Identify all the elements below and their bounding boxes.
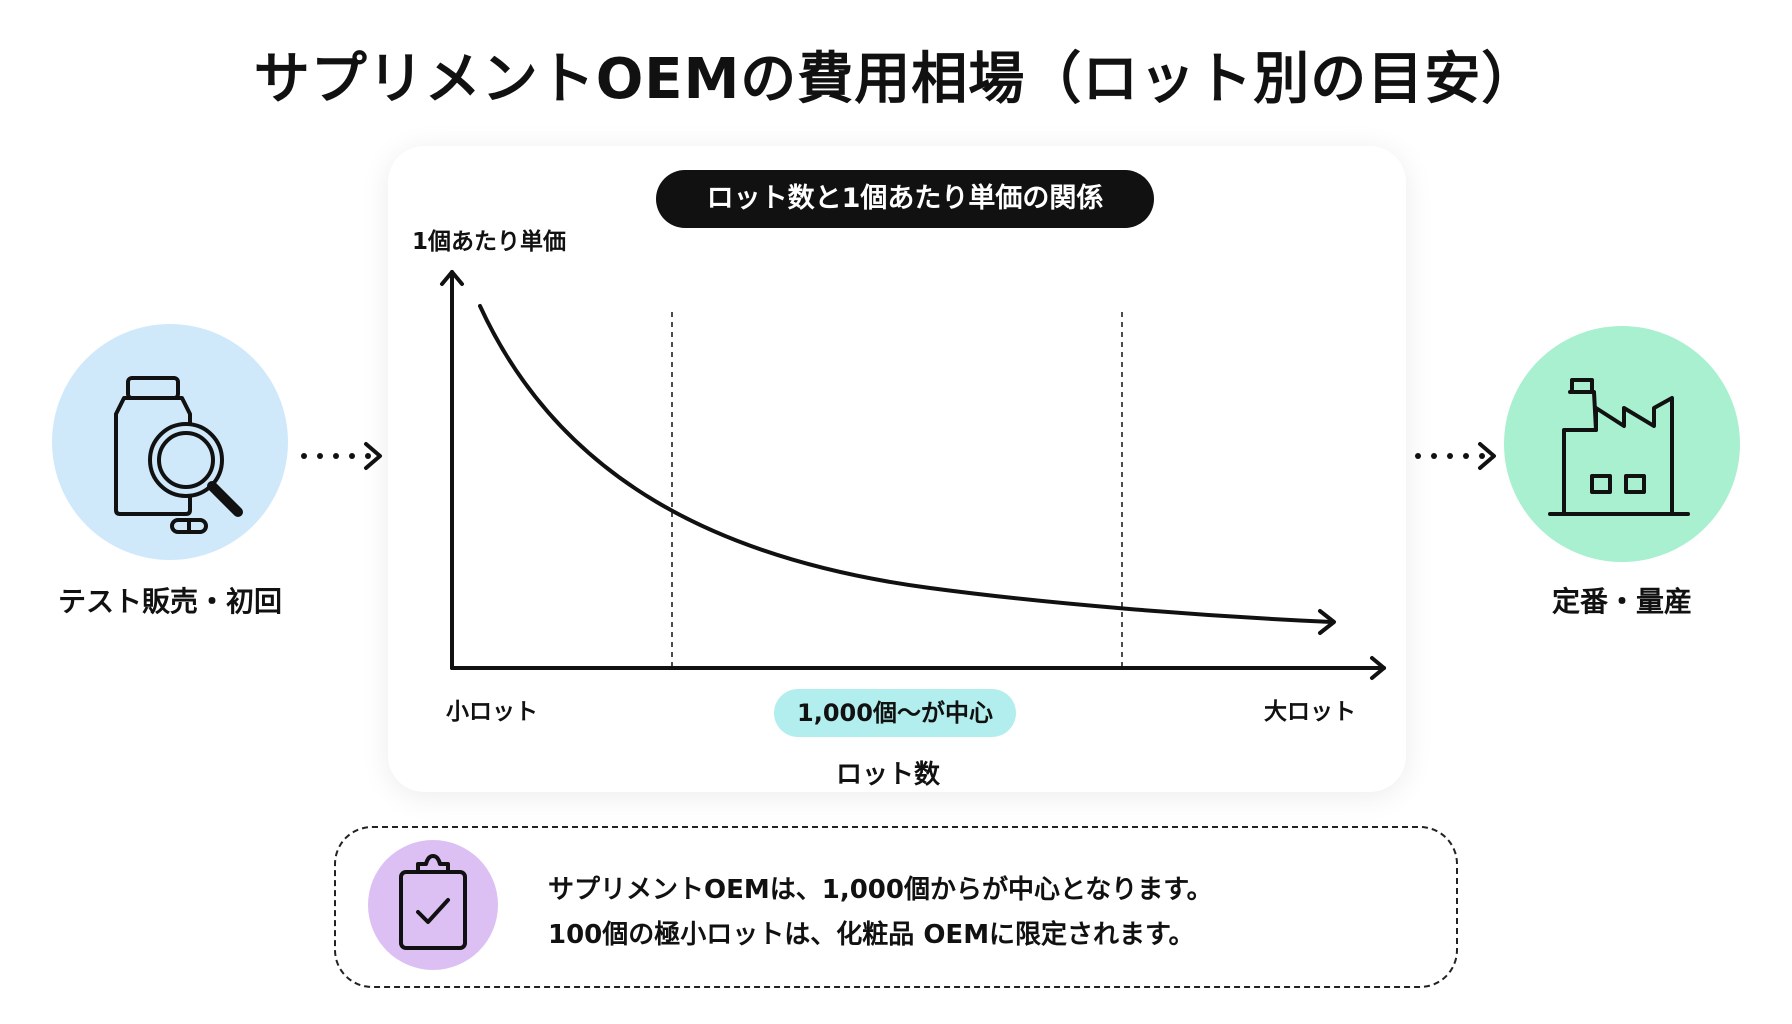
factory-icon <box>1548 378 1690 516</box>
y-axis-label: 1個あたり単価 <box>412 229 567 255</box>
x-tick-small-lot: 小ロット <box>446 699 538 725</box>
x-tick-large-lot: 大ロット <box>1264 699 1356 725</box>
mass-production-label: 定番・量産 <box>1551 585 1692 618</box>
chart-axes <box>440 270 1386 680</box>
note-text: サプリメントOEMは、1,000個からが中心となります。 100個の極小ロットは… <box>548 868 1213 958</box>
price-curve-arrowhead <box>1318 609 1336 635</box>
supplement-bottle-magnifier-icon <box>114 376 243 534</box>
note-line-2: 100個の極小ロットは、化粧品 OEMに限定されます。 <box>548 920 1195 950</box>
x-axis-label: ロット数 <box>835 760 940 790</box>
note-icon-circle <box>368 840 498 970</box>
clipboard-check-icon <box>399 854 467 950</box>
chart-title: ロット数と1個あたり単価の関係 <box>656 170 1154 228</box>
mass-production-circle <box>1504 326 1740 562</box>
chart-panel <box>388 146 1406 792</box>
y-axis-arrowhead <box>440 270 464 286</box>
highlight-pill: 1,000個～が中心 <box>774 689 1016 737</box>
test-sale-label: テスト販売・初回 <box>57 585 282 618</box>
note-line-1: サプリメントOEMは、1,000個からが中心となります。 <box>548 875 1213 905</box>
page-title: サプリメントOEMの費用相場（ロット別の目安） <box>253 47 1539 112</box>
right-dotted-arrow <box>1415 442 1496 470</box>
note-box <box>334 826 1458 988</box>
price-curve <box>478 304 1334 624</box>
x-axis-arrowhead <box>1370 656 1386 680</box>
test-sale-circle <box>52 324 288 560</box>
left-dotted-arrow <box>301 442 382 470</box>
